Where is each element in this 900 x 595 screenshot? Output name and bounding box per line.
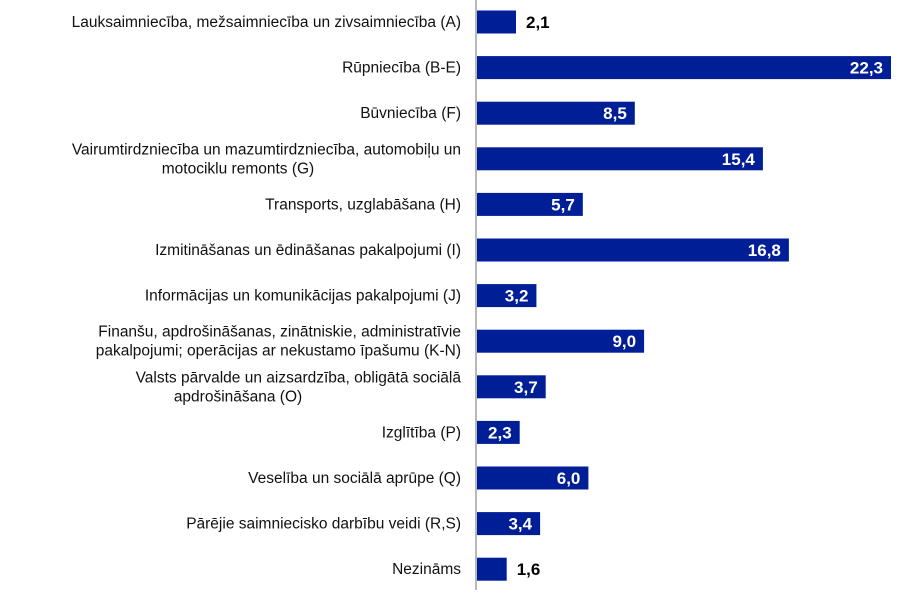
bars: [477, 10, 891, 581]
bar: [477, 420, 520, 444]
bar: [477, 192, 583, 216]
category-label: apdrošināšana (O): [174, 388, 302, 405]
value-label: 3,7: [514, 378, 538, 397]
category-label: motociklu remonts (G): [162, 160, 314, 177]
bar: [477, 147, 763, 171]
value-label: 2,3: [488, 423, 512, 442]
bar: [477, 10, 516, 34]
value-label: 6,0: [557, 469, 581, 488]
category-label: Nezināms: [392, 561, 461, 578]
category-label: Vairumtirdzniecība un mazumtirdzniecība,…: [72, 141, 461, 158]
bar: [477, 238, 789, 262]
category-label: pakalpojumi; operācijas ar nekustamo īpa…: [96, 343, 461, 360]
category-label: Veselība un sociālā aprūpe (Q): [248, 470, 461, 487]
category-label: Transports, uzglabāšana (H): [265, 196, 461, 213]
bar: [477, 375, 546, 399]
value-label: 3,2: [505, 287, 529, 306]
category-label: Izmitināšanas un ēdināšanas pakalpojumi …: [155, 242, 461, 259]
value-labels: 2,1 22,3 8,5 15,4 5,7 16,8 3,2 9,0 3,7 2,3 6,0 3,4 1…: [488, 13, 883, 579]
category-label: Valsts pārvalde un aizsardzība, obligātā…: [136, 369, 462, 386]
bar: [477, 557, 507, 581]
value-label: 16,8: [748, 241, 781, 260]
value-label: 2,1: [526, 13, 550, 32]
value-label: 3,4: [508, 515, 532, 534]
value-label: 22,3: [850, 59, 883, 78]
value-label: 8,5: [603, 104, 627, 123]
bar: [477, 329, 645, 353]
value-label: 9,0: [612, 332, 636, 351]
value-label: 5,7: [551, 195, 575, 214]
category-label: Būvniecība (F): [360, 105, 461, 122]
bar: [477, 466, 589, 490]
category-label: Rūpniecība (B-E): [342, 60, 461, 77]
category-label: Finanšu, apdrošināšanas, zinātniskie, ad…: [98, 324, 461, 341]
bar: [477, 284, 537, 308]
category-labels: Lauksaimniecība, mežsaimniecība un zivsa…: [72, 14, 462, 578]
value-label: 15,4: [722, 150, 756, 169]
bar: [477, 101, 635, 125]
value-label: 1,6: [517, 560, 541, 579]
category-label: Informācijas un komunikācijas pakalpojum…: [145, 288, 461, 305]
category-label: Lauksaimniecība, mežsaimniecība un zivsa…: [72, 14, 461, 31]
bar: [477, 512, 541, 536]
category-label: Pārējie saimniecisko darbību veidi (R,S): [186, 516, 461, 533]
category-label: Izglītība (P): [382, 424, 461, 441]
bar: [477, 56, 891, 80]
